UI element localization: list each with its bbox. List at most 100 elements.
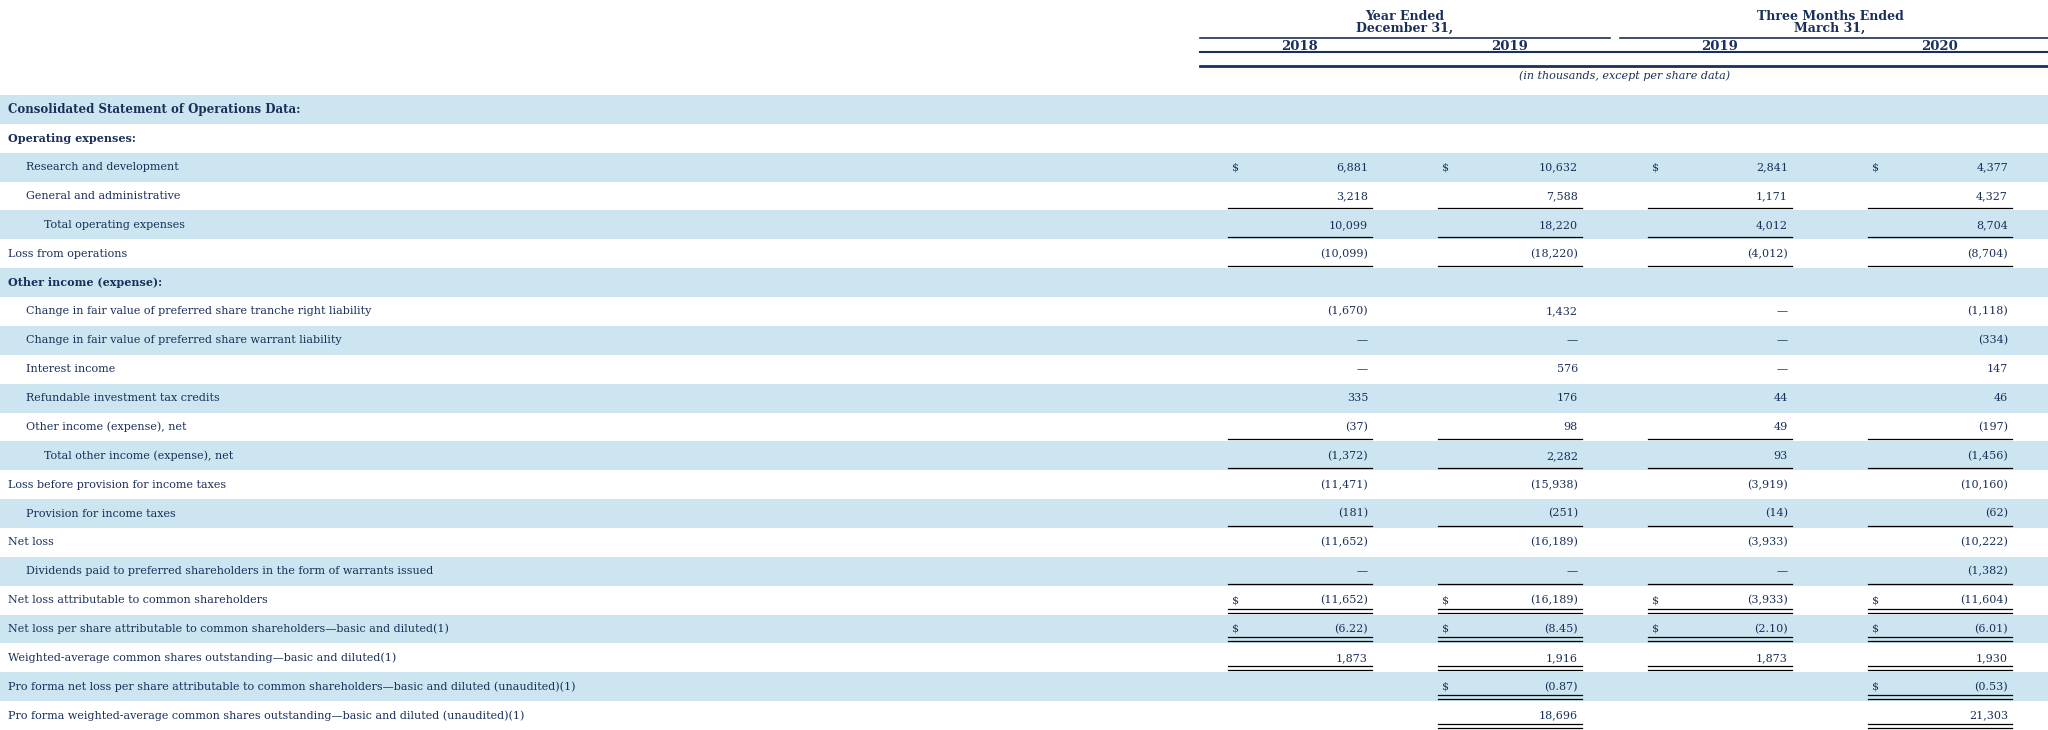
Text: December 31,: December 31,	[1356, 22, 1454, 35]
Text: 93: 93	[1774, 451, 1788, 461]
Text: 46: 46	[1995, 393, 2007, 403]
Text: Research and development: Research and development	[27, 162, 178, 172]
Text: (8,704): (8,704)	[1968, 249, 2007, 259]
Bar	[0, 442, 2048, 470]
Text: $: $	[1872, 595, 1880, 605]
Text: 4,327: 4,327	[1976, 191, 2007, 201]
Text: 1,432: 1,432	[1546, 307, 1579, 317]
Text: (16,189): (16,189)	[1530, 537, 1579, 548]
Text: 10,099: 10,099	[1329, 220, 1368, 230]
Text: (3,933): (3,933)	[1747, 537, 1788, 548]
Text: (16,189): (16,189)	[1530, 595, 1579, 605]
Text: Change in fair value of preferred share tranche right liability: Change in fair value of preferred share …	[27, 307, 371, 317]
Text: 1,873: 1,873	[1335, 653, 1368, 663]
Text: Provision for income taxes: Provision for income taxes	[27, 509, 176, 518]
Text: 6,881: 6,881	[1335, 162, 1368, 172]
Text: $: $	[1653, 162, 1659, 172]
Text: (11,604): (11,604)	[1960, 595, 2007, 605]
Bar	[0, 182, 2048, 210]
Text: (10,099): (10,099)	[1321, 249, 1368, 259]
Text: Interest income: Interest income	[27, 364, 115, 374]
Text: Total other income (expense), net: Total other income (expense), net	[43, 450, 233, 461]
Bar	[0, 239, 2048, 268]
Bar	[0, 326, 2048, 355]
Text: Weighted-average common shares outstanding—basic and diluted(1): Weighted-average common shares outstandi…	[8, 653, 395, 663]
Text: (1,118): (1,118)	[1968, 307, 2007, 317]
Text: Total operating expenses: Total operating expenses	[43, 220, 184, 230]
Bar	[0, 355, 2048, 384]
Text: 1,171: 1,171	[1755, 191, 1788, 201]
Text: 4,377: 4,377	[1976, 162, 2007, 172]
Text: 1,916: 1,916	[1546, 653, 1579, 663]
Text: —: —	[1778, 307, 1788, 317]
Text: Pro forma weighted-average common shares outstanding—basic and diluted (unaudite: Pro forma weighted-average common shares…	[8, 710, 524, 721]
Text: Net loss: Net loss	[8, 537, 53, 548]
Text: —: —	[1567, 566, 1579, 576]
Text: (10,160): (10,160)	[1960, 480, 2007, 490]
Bar	[0, 153, 2048, 182]
Text: $: $	[1442, 624, 1450, 634]
Text: —: —	[1567, 335, 1579, 345]
Text: (15,938): (15,938)	[1530, 480, 1579, 490]
Text: (2.10): (2.10)	[1755, 624, 1788, 634]
Text: Other income (expense):: Other income (expense):	[8, 277, 162, 288]
Text: —: —	[1778, 364, 1788, 374]
Bar	[0, 412, 2048, 442]
Text: 2,282: 2,282	[1546, 451, 1579, 461]
Bar	[0, 672, 2048, 701]
Text: 1,873: 1,873	[1755, 653, 1788, 663]
Text: 8,704: 8,704	[1976, 220, 2007, 230]
Text: (1,372): (1,372)	[1327, 450, 1368, 461]
Text: (0.53): (0.53)	[1974, 682, 2007, 692]
Text: General and administrative: General and administrative	[27, 191, 180, 201]
Text: 18,220: 18,220	[1538, 220, 1579, 230]
Text: —: —	[1358, 566, 1368, 576]
Text: 2019: 2019	[1702, 40, 1739, 53]
Bar	[0, 615, 2048, 643]
Text: $: $	[1442, 682, 1450, 692]
Text: March 31,: March 31,	[1794, 22, 1866, 35]
Text: $: $	[1872, 162, 1880, 172]
Text: (62): (62)	[1985, 508, 2007, 519]
Text: Year Ended: Year Ended	[1366, 10, 1444, 23]
Bar	[0, 528, 2048, 557]
Text: $: $	[1653, 595, 1659, 605]
Bar	[0, 643, 2048, 672]
Text: Pro forma net loss per share attributable to common shareholders—basic and dilut: Pro forma net loss per share attributabl…	[8, 681, 575, 692]
Text: 18,696: 18,696	[1538, 710, 1579, 721]
Text: (197): (197)	[1978, 422, 2007, 432]
Text: Operating expenses:: Operating expenses:	[8, 133, 135, 144]
Text: (181): (181)	[1337, 508, 1368, 519]
Text: (11,652): (11,652)	[1321, 595, 1368, 605]
Bar	[0, 297, 2048, 326]
Bar	[0, 384, 2048, 412]
Bar	[0, 470, 2048, 499]
Text: 3,218: 3,218	[1335, 191, 1368, 201]
Text: 7,588: 7,588	[1546, 191, 1579, 201]
Text: —: —	[1358, 335, 1368, 345]
Text: (37): (37)	[1346, 422, 1368, 432]
Bar	[0, 557, 2048, 585]
Text: 98: 98	[1565, 422, 1579, 432]
Text: (4,012): (4,012)	[1747, 249, 1788, 259]
Text: Refundable investment tax credits: Refundable investment tax credits	[27, 393, 219, 403]
Text: (11,471): (11,471)	[1321, 480, 1368, 490]
Text: —: —	[1778, 335, 1788, 345]
Text: (18,220): (18,220)	[1530, 249, 1579, 259]
Text: (3,919): (3,919)	[1747, 480, 1788, 490]
Text: (251): (251)	[1548, 508, 1579, 519]
Text: Three Months Ended: Three Months Ended	[1757, 10, 1903, 23]
Text: (1,382): (1,382)	[1968, 566, 2007, 577]
Text: (11,652): (11,652)	[1321, 537, 1368, 548]
Text: (in thousands, except per share data): (in thousands, except per share data)	[1520, 70, 1731, 80]
Text: (6.22): (6.22)	[1335, 624, 1368, 634]
Text: 1,930: 1,930	[1976, 653, 2007, 663]
Text: (334): (334)	[1978, 335, 2007, 345]
Text: $: $	[1872, 682, 1880, 692]
Text: (1,456): (1,456)	[1968, 450, 2007, 461]
Text: $: $	[1653, 624, 1659, 634]
Bar	[0, 268, 2048, 297]
Text: —: —	[1358, 364, 1368, 374]
Text: 147: 147	[1987, 364, 2007, 374]
Text: 49: 49	[1774, 422, 1788, 432]
